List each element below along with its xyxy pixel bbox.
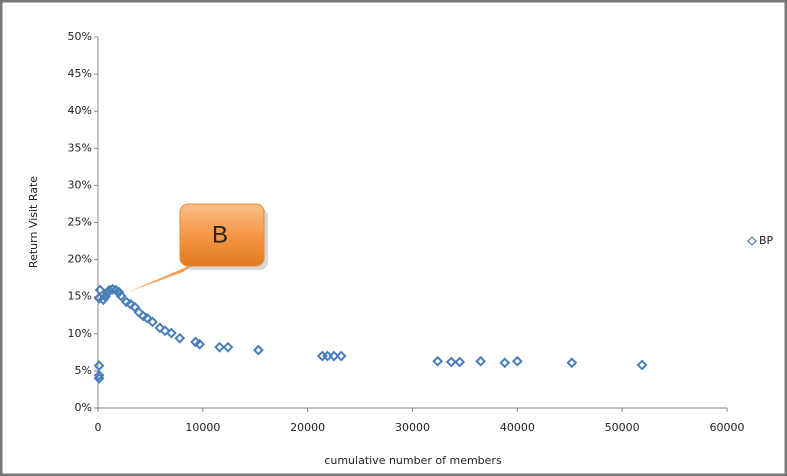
y-tick-label: 5% xyxy=(75,364,92,377)
point xyxy=(432,355,444,367)
x-tick-label: 10000 xyxy=(185,421,220,434)
point xyxy=(194,338,206,350)
point xyxy=(93,360,105,372)
point xyxy=(335,350,347,362)
x-tick-label: 30000 xyxy=(395,421,430,434)
point xyxy=(328,350,340,362)
point xyxy=(445,356,457,368)
y-axis-title: Return Visit Rate xyxy=(27,176,40,268)
y-tick-label: 0% xyxy=(75,401,92,414)
point xyxy=(475,355,487,367)
y-tick-label: 30% xyxy=(68,178,92,191)
x-tick-label: 40000 xyxy=(500,421,535,434)
point xyxy=(141,312,153,324)
callout-box xyxy=(179,203,265,267)
callout: B xyxy=(128,203,268,292)
point xyxy=(97,294,109,306)
point xyxy=(566,357,578,369)
x-axis-title: cumulative number of members xyxy=(324,454,502,467)
point xyxy=(252,344,264,356)
x-tick-label: 20000 xyxy=(290,421,325,434)
y-tick-label: 40% xyxy=(68,104,92,117)
point xyxy=(511,355,523,367)
callout-text: B xyxy=(212,221,228,248)
x-tick-label: 60000 xyxy=(710,421,745,434)
y-tick-label: 25% xyxy=(68,216,92,229)
y-tick-label: 15% xyxy=(68,290,92,303)
y-tick-label: 50% xyxy=(68,30,92,43)
point xyxy=(174,332,186,344)
callout-pointer xyxy=(128,262,198,292)
point xyxy=(165,327,177,339)
legend-label: BP xyxy=(759,234,774,247)
point xyxy=(636,359,648,371)
point xyxy=(93,369,105,381)
x-tick-label: 0 xyxy=(95,421,102,434)
point xyxy=(147,316,158,328)
point xyxy=(214,341,226,353)
legend-marker xyxy=(747,236,757,246)
point xyxy=(222,341,234,353)
point xyxy=(107,283,119,295)
point xyxy=(154,322,166,334)
y-tick-label: 10% xyxy=(68,327,92,340)
point xyxy=(454,356,466,368)
point xyxy=(159,325,171,337)
point xyxy=(499,357,511,369)
point xyxy=(93,372,105,384)
point xyxy=(115,290,127,302)
point xyxy=(113,286,125,298)
y-tick-label: 20% xyxy=(68,253,92,266)
y-tick-label: 35% xyxy=(68,141,92,154)
x-tick-label: 50000 xyxy=(605,421,640,434)
y-tick-label: 45% xyxy=(68,67,92,80)
